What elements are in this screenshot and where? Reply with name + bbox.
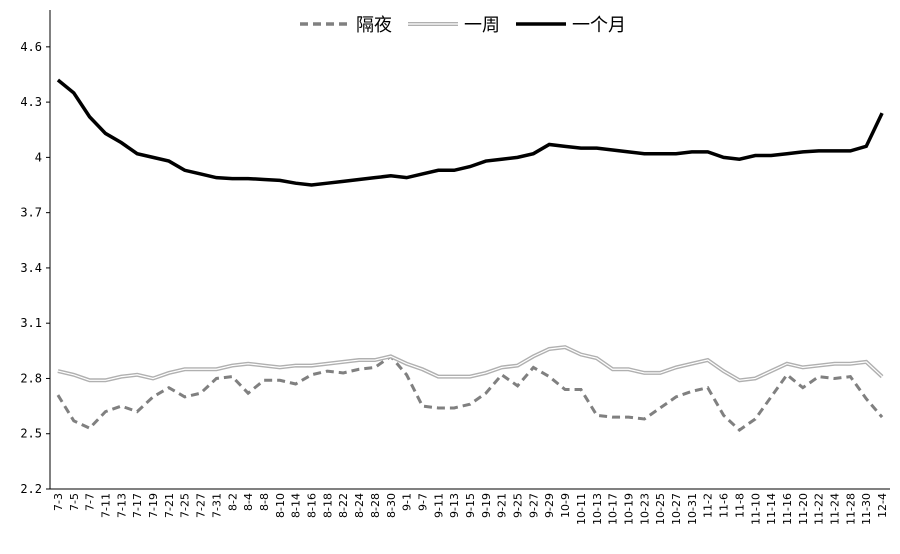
x-tick-label: 9-15 bbox=[464, 493, 477, 518]
x-tick-label: 8-30 bbox=[385, 493, 398, 518]
x-tick-label: 10-17 bbox=[607, 493, 620, 525]
legend-label: 隔夜 bbox=[356, 15, 392, 36]
x-tick-label: 10-9 bbox=[559, 493, 572, 518]
x-tick-label: 10-23 bbox=[638, 493, 651, 525]
series-line bbox=[56, 354, 884, 432]
x-tick-label: 9-1 bbox=[401, 493, 414, 511]
x-tick-label: 9-25 bbox=[512, 493, 525, 518]
x-tick-label: 8-4 bbox=[242, 493, 255, 511]
x-tick-label: 11-10 bbox=[749, 493, 762, 525]
y-tick-label: 3.4 bbox=[20, 261, 42, 275]
x-tick-label: 9-27 bbox=[527, 493, 540, 518]
y-tick-label: 4.6 bbox=[20, 40, 42, 54]
y-tick-label: 2.5 bbox=[20, 427, 42, 441]
x-tick-label: 10-19 bbox=[622, 493, 635, 525]
x-tick-label: 8-14 bbox=[290, 493, 303, 518]
x-tick-label: 11-6 bbox=[718, 493, 731, 518]
x-tick-label: 7-11 bbox=[99, 493, 112, 518]
x-tick-label: 9-13 bbox=[448, 493, 461, 518]
x-tick-label: 7-19 bbox=[147, 493, 160, 518]
x-tick-label: 8-10 bbox=[274, 493, 287, 518]
y-tick-label: 2.8 bbox=[20, 371, 42, 385]
series-line bbox=[57, 346, 883, 381]
x-tick-label: 7-17 bbox=[131, 493, 144, 518]
x-tick-label: 7-13 bbox=[115, 493, 128, 518]
x-tick-label: 9-7 bbox=[416, 493, 429, 511]
x-tick-label: 10-11 bbox=[575, 493, 588, 525]
legend-label: 一个月 bbox=[572, 15, 626, 36]
x-tick-label: 11-22 bbox=[813, 493, 826, 525]
x-tick-label: 8-16 bbox=[306, 493, 319, 518]
x-tick-label: 9-19 bbox=[480, 493, 493, 518]
x-tick-label: 11-24 bbox=[829, 493, 842, 525]
y-tick-label: 2.2 bbox=[20, 482, 42, 496]
x-tick-label: 11-14 bbox=[765, 493, 778, 525]
x-tick-label: 11-2 bbox=[702, 493, 715, 518]
x-tick-label: 7-5 bbox=[68, 493, 81, 511]
x-tick-label: 7-31 bbox=[210, 493, 223, 518]
x-tick-label: 8-24 bbox=[353, 493, 366, 518]
y-tick-label: 3.7 bbox=[20, 206, 42, 220]
x-tick-label: 10-31 bbox=[686, 493, 699, 525]
x-tick-label: 7-27 bbox=[195, 493, 208, 518]
x-tick-label: 7-25 bbox=[179, 493, 192, 518]
x-tick-label: 7-7 bbox=[84, 493, 97, 511]
x-tick-label: 9-11 bbox=[432, 493, 445, 518]
y-tick-label: 4.3 bbox=[20, 95, 42, 109]
x-tick-label: 9-21 bbox=[496, 493, 509, 518]
x-tick-label: 8-2 bbox=[226, 493, 239, 511]
x-tick-label: 8-8 bbox=[258, 493, 271, 511]
series-line bbox=[56, 78, 884, 187]
x-tick-label: 10-13 bbox=[591, 493, 604, 525]
x-tick-label: 10-27 bbox=[670, 493, 683, 525]
x-tick-label: 8-28 bbox=[369, 493, 382, 518]
x-tick-label: 10-25 bbox=[654, 493, 667, 525]
x-tick-label: 11-16 bbox=[781, 493, 794, 525]
x-tick-label: 11-20 bbox=[797, 493, 810, 525]
x-tick-label: 11-30 bbox=[860, 493, 873, 525]
x-tick-label: 8-18 bbox=[321, 493, 334, 518]
y-tick-label: 3.1 bbox=[20, 316, 42, 330]
legend-label: 一周 bbox=[464, 15, 500, 36]
x-tick-label: 7-21 bbox=[163, 493, 176, 518]
x-tick-label: 12-4 bbox=[876, 493, 889, 518]
x-tick-label: 7-3 bbox=[52, 493, 65, 511]
x-tick-label: 11-8 bbox=[733, 493, 746, 518]
series-line-outline bbox=[57, 345, 884, 383]
x-tick-label: 11-28 bbox=[844, 493, 857, 525]
x-tick-label: 8-22 bbox=[337, 493, 350, 518]
y-tick-label: 4 bbox=[35, 150, 42, 164]
x-tick-label: 9-29 bbox=[543, 493, 556, 518]
